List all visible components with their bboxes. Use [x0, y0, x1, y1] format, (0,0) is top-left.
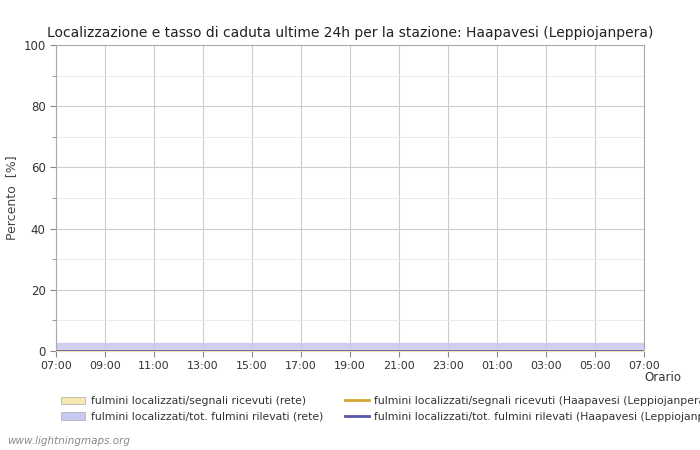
Text: Orario: Orario — [644, 371, 681, 384]
Title: Localizzazione e tasso di caduta ultime 24h per la stazione: Haapavesi (Leppioja: Localizzazione e tasso di caduta ultime … — [47, 26, 653, 40]
Y-axis label: Percento  [%]: Percento [%] — [5, 156, 18, 240]
Legend: fulmini localizzati/segnali ricevuti (rete), fulmini localizzati/tot. fulmini ri: fulmini localizzati/segnali ricevuti (re… — [62, 396, 700, 422]
Text: www.lightningmaps.org: www.lightningmaps.org — [7, 436, 130, 446]
